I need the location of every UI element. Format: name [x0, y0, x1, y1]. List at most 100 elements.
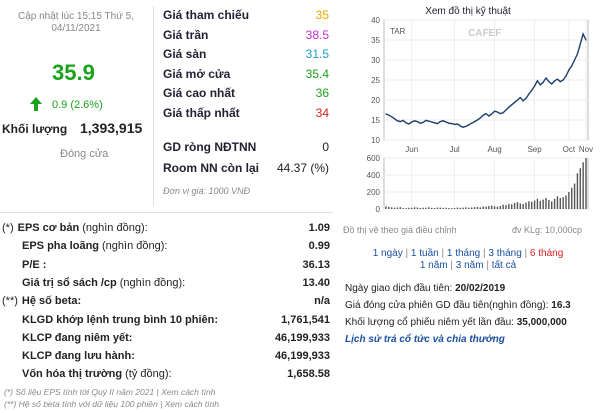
current-price: 35.9 [52, 60, 95, 85]
period-option[interactable]: tất cả [491, 260, 517, 271]
volume-bar [448, 207, 450, 209]
fundamental-row: P/E : 36.13 [2, 259, 330, 271]
volume-bar [493, 206, 496, 209]
price-chart[interactable]: 10 15 20 25 30 35 40 0 200 400 600 Jun Jul Aug Sep Oct N… [340, 16, 594, 220]
price-point [428, 120, 430, 122]
volume-bar [445, 207, 447, 209]
volume-bar [582, 162, 584, 209]
volume-bar [465, 207, 467, 209]
volume-tick-label: 400 [367, 171, 381, 180]
volume-bar [436, 207, 439, 209]
first-price-label: Giá đóng cửa phiên GD đầu tiên(nghìn đồn… [345, 300, 549, 311]
price-point [525, 97, 527, 99]
price-point [539, 84, 541, 86]
price-point [493, 110, 496, 112]
price-point [385, 113, 387, 115]
x-tick-label: Jun [405, 145, 418, 154]
price-info-label: Giá trần [163, 27, 209, 42]
volume-tick-label: 600 [367, 154, 381, 163]
chart-title[interactable]: Xem đồ thị kỹ thuật [425, 6, 511, 17]
price-info-label: Giá mở cửa [163, 66, 231, 81]
price-point [571, 65, 573, 67]
price-point [491, 113, 493, 115]
ticker-label: TAR [390, 27, 406, 36]
period-option[interactable]: 1 tuần [410, 248, 439, 259]
price-point [576, 53, 579, 55]
fundamental-label: KLCP đang niêm yết: [22, 331, 133, 344]
price-point [551, 83, 553, 85]
volume-bar [459, 207, 461, 209]
price-point [459, 125, 461, 127]
volume-bar [542, 199, 544, 209]
price-point [522, 100, 524, 102]
room-nn-value: 44.37 (%) [276, 161, 329, 175]
y-tick-label: 40 [371, 16, 380, 25]
volume-bar [468, 207, 470, 209]
volume-bar [482, 206, 484, 209]
fundamental-note: (nghìn đồng): [119, 276, 186, 289]
price-point [582, 33, 584, 35]
volume-tick-label: 200 [367, 188, 381, 197]
price-point [559, 81, 561, 83]
volume-bar [485, 206, 487, 209]
price-point [445, 121, 447, 123]
divider [153, 6, 154, 206]
volume-bar [451, 208, 453, 209]
room-nn-label: Room NN còn lại [163, 161, 260, 175]
volume-bar [499, 206, 501, 209]
volume-bar [559, 197, 561, 209]
volume-bar [476, 206, 479, 209]
dividend-history-link[interactable]: Lịch sử trả cổ tức và chia thưởng [345, 334, 505, 345]
y-tick-label: 15 [371, 116, 380, 125]
fundamental-value: 1,761,541 [281, 313, 330, 326]
fundamental-label-group: Vốn hóa thị trường (tỷ đồng): [2, 368, 172, 380]
price-point [536, 80, 539, 82]
volume-label: Khối lượng [2, 122, 68, 136]
period-option[interactable]: 1 năm [419, 260, 448, 271]
volume-bar [536, 198, 539, 209]
fundamental-label-group: Giá trị sổ sách /cp (nghìn đồng): [2, 277, 185, 289]
volume-bar [413, 207, 416, 209]
price-point [556, 78, 559, 80]
volume-bar [473, 207, 476, 209]
period-option[interactable]: 3 năm [455, 260, 484, 271]
price-point [496, 111, 499, 113]
price-point [416, 121, 419, 123]
volume-bar [419, 207, 421, 209]
fundamental-note: (nghìn đồng): [82, 222, 148, 234]
fundamental-value: 1,658.58 [287, 368, 330, 381]
volume-bar [388, 206, 390, 209]
volume-bar [496, 206, 499, 209]
period-option[interactable]: 1 tháng [446, 248, 481, 259]
period-option[interactable]: 3 tháng [488, 248, 522, 259]
price-point [531, 89, 533, 91]
volume-bar [502, 204, 504, 209]
price-info-value: 35 [315, 8, 329, 22]
volume-bar [416, 207, 419, 209]
volume-bar [385, 206, 387, 209]
volume-bar [479, 207, 481, 209]
price-info-value: 31.5 [305, 47, 329, 61]
period-option[interactable]: 6 tháng [529, 248, 564, 259]
fundamental-row: (**) Hệ số beta: n/a [2, 295, 330, 307]
price-info-value: 34 [315, 105, 329, 120]
volume-bar [411, 207, 413, 209]
fundamental-value: n/a [314, 295, 330, 308]
price-point [393, 118, 396, 120]
first-volume-label: Khối lượng cổ phiếu niêm yết lần đầu: [345, 317, 514, 328]
price-point [565, 75, 567, 77]
price-point [585, 39, 587, 41]
fundamental-label: Vốn hóa thị trường [22, 368, 123, 381]
volume-bar [539, 200, 541, 209]
price-point [411, 121, 413, 123]
volume-bar [522, 203, 524, 209]
volume-bar [442, 207, 444, 209]
price-point [391, 116, 393, 118]
volume-bar [391, 207, 393, 209]
period-option[interactable]: 1 ngày [372, 248, 403, 259]
first-day-label: Ngày giao dịch đầu tiên: [345, 283, 453, 294]
price-info-label: Giá cao nhất [163, 86, 236, 100]
fundamental-label-group: P/E : [2, 259, 49, 271]
updated-date: 04/11/2021 [51, 23, 101, 34]
fundamental-label-group: (**) Hệ số beta: [2, 295, 84, 307]
